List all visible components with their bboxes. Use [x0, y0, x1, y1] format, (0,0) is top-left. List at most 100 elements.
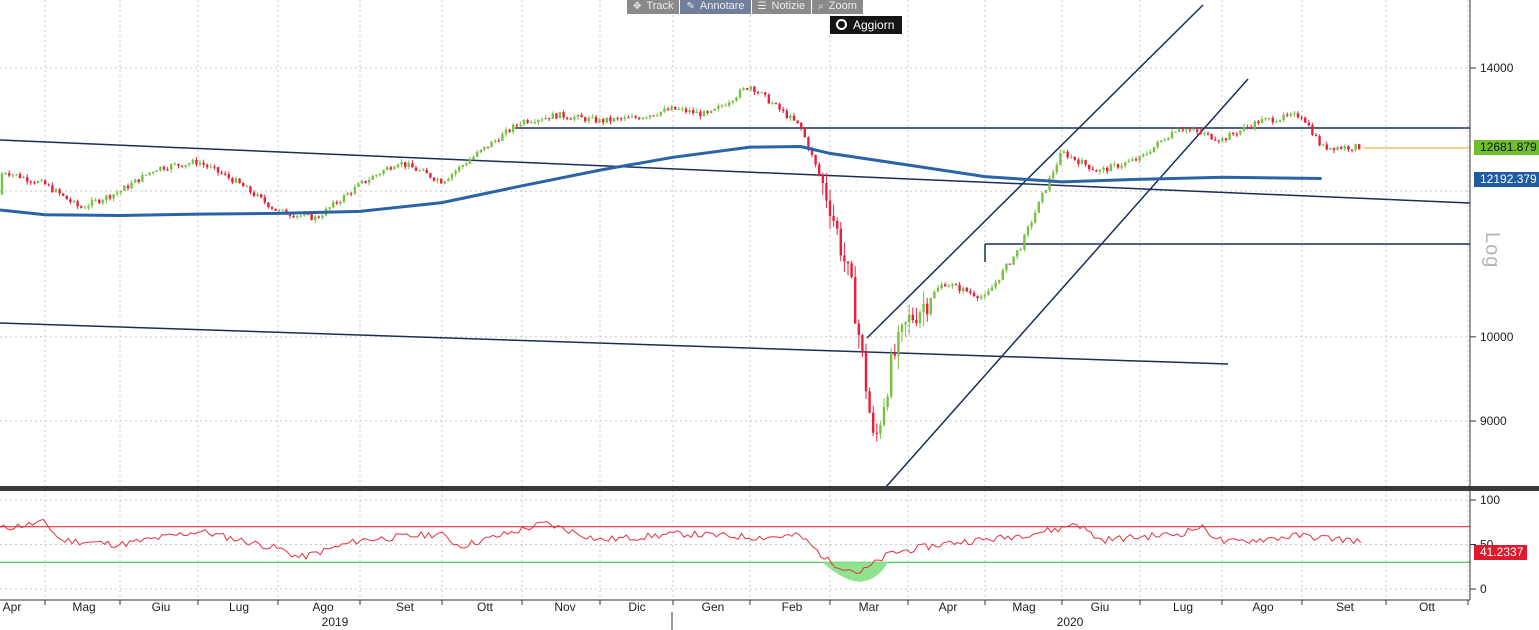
candle-body: [1232, 133, 1235, 135]
candle-body: [778, 103, 781, 110]
candle-body: [15, 174, 18, 176]
candle-body: [288, 214, 292, 216]
candle-body: [1235, 134, 1238, 136]
candle-body: [1260, 118, 1264, 124]
candle-body: [148, 172, 151, 175]
candle-body: [843, 255, 846, 262]
candle-body: [1214, 139, 1217, 141]
candle-body: [972, 292, 976, 297]
candle-body: [620, 118, 623, 120]
candle-body: [692, 110, 695, 114]
candle-body: [29, 181, 32, 183]
track-button[interactable]: ✥ Track: [627, 0, 680, 14]
candle-body: [753, 86, 756, 93]
news-icon: ☰: [757, 1, 767, 12]
candle-body: [1257, 121, 1260, 124]
candle-body: [137, 179, 140, 182]
candle-body: [735, 97, 738, 101]
candle-body: [782, 109, 785, 111]
candle-body: [702, 111, 706, 117]
candle-body: [1210, 133, 1213, 140]
x-tick-label: Mar: [859, 600, 880, 614]
candle-body: [1001, 270, 1004, 280]
candle-body: [1340, 147, 1343, 149]
candle-body: [224, 173, 227, 175]
candle-body: [1203, 133, 1206, 135]
candle-body: [170, 164, 173, 170]
zoom-button[interactable]: ⌕ Zoom: [812, 0, 863, 14]
candle-body: [267, 202, 270, 208]
news-button[interactable]: ☰ Notizie: [751, 0, 812, 14]
candle-body: [216, 167, 220, 173]
candle-body: [94, 199, 97, 201]
candle-body: [965, 287, 968, 292]
candle-body: [1041, 192, 1044, 202]
candle-body: [54, 189, 58, 193]
log-scale-label[interactable]: Log: [1481, 232, 1503, 269]
candle-body: [1127, 160, 1130, 163]
candle-body: [227, 174, 230, 179]
candle-body: [335, 202, 338, 204]
candle-body: [461, 165, 464, 167]
candle-body: [432, 177, 436, 181]
candle-body: [0, 173, 4, 195]
candle-body: [724, 105, 727, 107]
candle-body: [1062, 151, 1066, 153]
candle-body: [1185, 129, 1188, 131]
candle-body: [119, 190, 122, 193]
candle-body: [1030, 222, 1033, 227]
candle-body: [468, 159, 472, 164]
candle-body: [580, 115, 583, 118]
candle-body: [1084, 160, 1087, 165]
x-tick-label: Ott: [477, 600, 494, 614]
candle-body: [1044, 190, 1048, 193]
candle-body: [350, 193, 353, 195]
candle-body: [825, 183, 828, 201]
candle-body: [616, 118, 619, 120]
moving-average-series: [0, 144, 1322, 218]
candle-body: [450, 173, 454, 179]
refresh-button[interactable]: Aggiorn: [830, 16, 903, 34]
x-tick-label: Apr: [3, 600, 22, 614]
candle-body: [400, 162, 403, 165]
candle-body: [1091, 169, 1094, 171]
candle-body: [486, 146, 490, 148]
price-candles: [0, 85, 1361, 442]
candle-body: [789, 115, 792, 119]
candle-body: [1289, 113, 1292, 116]
candle-body: [674, 106, 677, 110]
candle-body: [126, 185, 130, 189]
candle-body: [234, 178, 238, 183]
candle-body: [947, 286, 950, 288]
candle-body: [796, 120, 799, 123]
candle-body: [90, 199, 94, 206]
candle-body: [645, 117, 648, 119]
candle-body: [1300, 117, 1303, 119]
candle-body: [821, 175, 824, 184]
annotate-button[interactable]: ✎ Annotare: [680, 0, 751, 14]
candle-body: [785, 110, 788, 119]
track-label: Track: [646, 0, 674, 12]
candle-body: [249, 186, 252, 193]
candle-body: [1318, 136, 1321, 146]
candle-body: [22, 177, 25, 179]
candle-body: [47, 184, 50, 186]
candle-body: [33, 182, 36, 184]
candle-body: [519, 124, 522, 126]
candle-body: [65, 195, 68, 200]
candle-body: [544, 117, 547, 120]
candle-body: [764, 92, 767, 95]
candle-body: [1332, 147, 1336, 151]
candle-body: [530, 122, 533, 124]
candle-body: [231, 178, 234, 183]
candle-body: [1019, 249, 1022, 251]
candle-body: [756, 92, 760, 94]
trend-line: [866, 4, 1204, 339]
candle-body: [936, 288, 940, 292]
candle-body: [494, 140, 497, 142]
candle-body: [706, 111, 709, 113]
x-tick-label: Feb: [782, 600, 803, 614]
candle-body: [627, 117, 630, 119]
